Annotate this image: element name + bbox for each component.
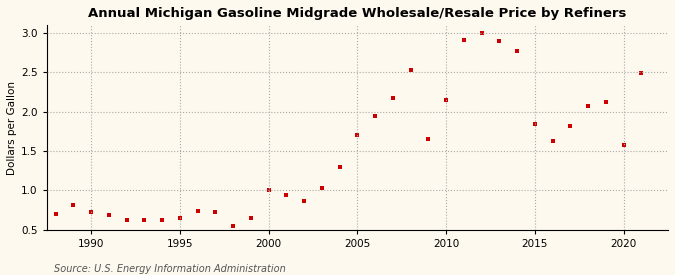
Y-axis label: Dollars per Gallon: Dollars per Gallon (7, 81, 17, 175)
Title: Annual Michigan Gasoline Midgrade Wholesale/Resale Price by Refiners: Annual Michigan Gasoline Midgrade Wholes… (88, 7, 626, 20)
Text: Source: U.S. Energy Information Administration: Source: U.S. Energy Information Administ… (54, 264, 286, 274)
